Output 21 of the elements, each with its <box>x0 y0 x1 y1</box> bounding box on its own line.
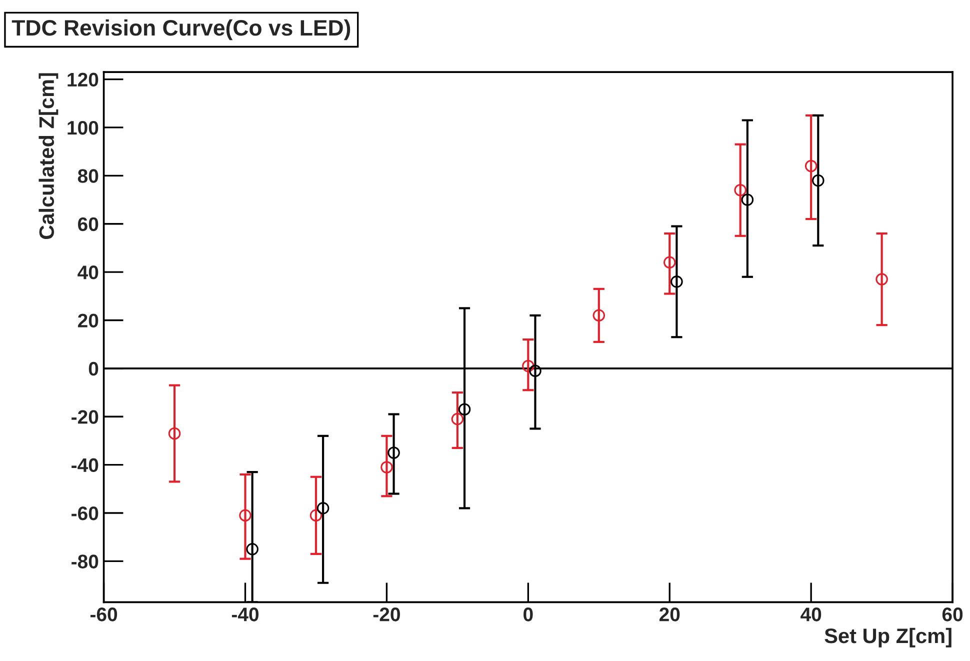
y-tick-label: -80 <box>72 554 98 568</box>
y-tick-label: 0 <box>88 362 98 376</box>
y-tick-label: -20 <box>72 410 98 424</box>
y-tick-label: -60 <box>72 506 98 520</box>
y-tick-label: -40 <box>72 458 98 472</box>
x-tick-label: 20 <box>659 608 680 622</box>
x-tick-label: -60 <box>90 608 118 622</box>
x-axis-title: Set Up Z[cm] <box>824 628 952 648</box>
x-tick-label: 40 <box>800 608 822 622</box>
x-tick-label: -20 <box>373 608 400 622</box>
y-tick-label: 20 <box>78 314 98 328</box>
y-tick-label: 80 <box>78 169 98 183</box>
y-tick-label: 120 <box>68 72 98 87</box>
x-tick-label: 60 <box>942 608 963 622</box>
y-tick-label: 60 <box>78 217 98 232</box>
y-tick-label: 40 <box>78 266 98 280</box>
x-tick-label: 0 <box>524 608 533 622</box>
y-axis-title: Calculated Z[cm] <box>38 73 58 240</box>
y-tick-label: 100 <box>68 120 98 135</box>
chart-title: TDC Revision Curve(Co vs LED) <box>12 19 350 40</box>
x-tick-label: -40 <box>232 608 259 622</box>
